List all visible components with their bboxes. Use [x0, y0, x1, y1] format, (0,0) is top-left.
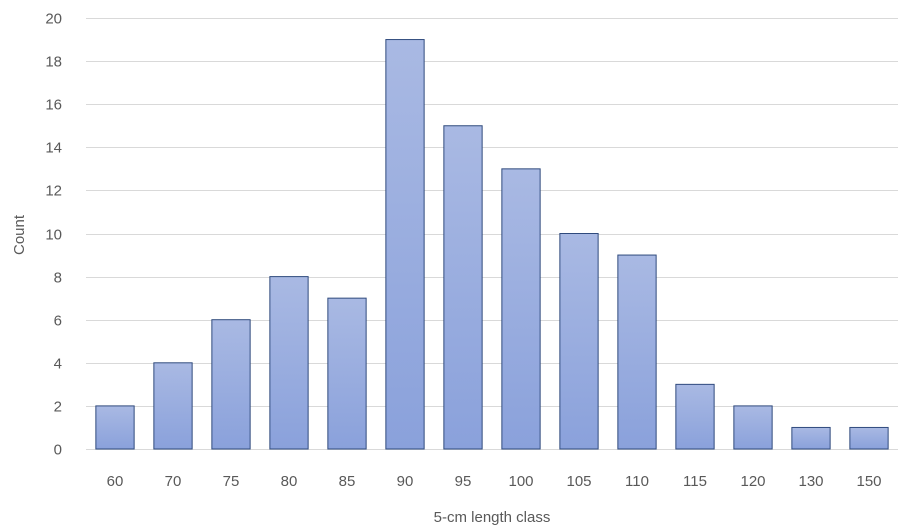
x-tick-label: 85	[339, 473, 356, 490]
x-axis-title: 5-cm length class	[434, 509, 551, 526]
x-tick-label: 110	[625, 473, 649, 490]
x-tick-label: 100	[508, 473, 533, 490]
x-tick-label: 80	[281, 473, 298, 490]
bar-90	[385, 39, 425, 450]
bar-120	[733, 405, 773, 450]
bar-105	[559, 233, 599, 450]
bar-150	[849, 426, 889, 450]
y-tick-label: 20	[45, 11, 62, 28]
y-tick-label: 14	[45, 140, 62, 157]
y-tick-label: 6	[54, 313, 62, 330]
y-tick-label: 12	[45, 183, 62, 200]
x-tick-label: 75	[223, 473, 240, 490]
y-axis-ticks: 0 2 4 6 8 10 12 14 16 18 20	[45, 11, 62, 459]
bar-95	[443, 125, 483, 450]
y-tick-label: 8	[54, 270, 62, 287]
bars	[95, 39, 889, 450]
gridlines	[86, 18, 898, 450]
y-tick-label: 10	[45, 227, 62, 244]
bar-115	[675, 383, 715, 450]
bar-80	[269, 276, 309, 450]
y-tick-label: 16	[45, 97, 62, 114]
x-tick-label: 130	[798, 473, 823, 490]
x-tick-label: 90	[397, 473, 414, 490]
bar-60	[95, 405, 135, 450]
bar-70	[153, 362, 193, 450]
bar-75	[211, 319, 251, 450]
x-tick-label: 105	[566, 473, 591, 490]
x-tick-label: 60	[107, 473, 124, 490]
y-tick-label: 2	[54, 399, 62, 416]
x-axis-ticks: 60 70 75 80 85 90 95 100 105 110 115 120 130 150	[107, 473, 882, 490]
x-tick-label: 150	[856, 473, 881, 490]
y-tick-label: 18	[45, 54, 62, 71]
x-tick-label: 95	[455, 473, 472, 490]
y-tick-label: 4	[54, 356, 62, 373]
bar-100	[501, 168, 541, 450]
x-tick-label: 115	[683, 473, 707, 490]
bar-110	[617, 254, 657, 450]
x-tick-label: 120	[740, 473, 765, 490]
y-tick-label: 0	[54, 442, 62, 459]
bar-130	[791, 426, 831, 450]
x-tick-label: 70	[165, 473, 182, 490]
y-axis-title: Count	[11, 214, 28, 255]
bar-85	[327, 297, 367, 450]
